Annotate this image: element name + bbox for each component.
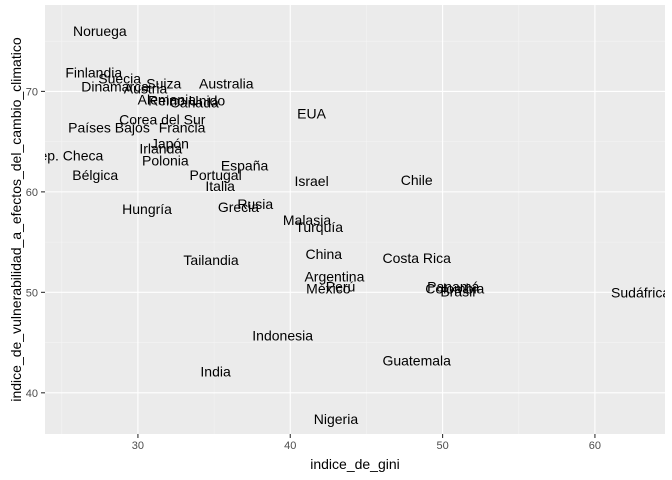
point-label: Dinamarca (81, 78, 149, 94)
point-label: Noruega (73, 23, 127, 39)
x-tick-label: 40 (284, 440, 296, 452)
point-label: Grecia (218, 199, 259, 215)
point-label: Perú (326, 278, 356, 294)
point-label: Francia (159, 120, 206, 136)
point-label: Nigeria (314, 411, 359, 427)
x-tick-label: 50 (436, 440, 448, 452)
y-axis-ticks: 40 50 60 70 (26, 86, 45, 400)
point-label: España (221, 158, 269, 174)
point-label: Panamá (427, 278, 479, 294)
point-label: Argentina (304, 268, 364, 284)
point-label: Turquía (295, 219, 343, 235)
point-label: Costa Rica (382, 250, 451, 266)
x-tick-label: 30 (132, 440, 144, 452)
point-label: Israel (294, 173, 328, 189)
point-label: México (306, 280, 351, 296)
y-tick-label: 40 (26, 388, 38, 400)
point-label: Italia (205, 178, 235, 194)
point-label: Rusia (237, 196, 273, 212)
point-label: Indonesia (252, 328, 313, 344)
y-tick-label: 60 (26, 187, 38, 199)
point-label: Malasia (283, 212, 331, 228)
point-label: Bélgica (72, 167, 118, 183)
point-label: Austria (124, 80, 168, 96)
point-label: Canadá (170, 94, 219, 110)
point-label: Suiza (146, 75, 181, 91)
point-label: Alemania (138, 91, 197, 107)
point-label: China (305, 246, 342, 262)
point-label: Tailandia (183, 252, 238, 268)
x-axis-ticks: 30 40 50 60 (132, 434, 601, 452)
point-label: Australia (199, 75, 254, 91)
point-label: India (200, 364, 231, 380)
point-label: Corea del Sur (119, 112, 206, 128)
point-label: Sudáfrica (611, 284, 670, 300)
major-gridlines (45, 5, 665, 434)
point-label: Finlandia (65, 64, 122, 80)
y-axis-title: indice_de_vulnerabilidad_a_efectos_del_c… (8, 37, 24, 401)
minor-gridlines (45, 5, 665, 434)
point-label: Guatemala (382, 353, 451, 369)
x-tick-label: 60 (589, 440, 601, 452)
point-label: Rep. Checa (29, 148, 103, 164)
y-tick-label: 50 (26, 287, 38, 299)
point-label: Suecia (98, 70, 141, 86)
point-label: Irlanda (139, 141, 182, 157)
point-label: Polonia (142, 153, 189, 169)
point-label: Portugal (190, 167, 242, 183)
point-label: Japón (151, 136, 189, 152)
y-tick-label: 70 (26, 86, 38, 98)
point-label: Chile (401, 172, 433, 188)
point-label: Colombia (425, 280, 484, 296)
point-label: Países Bajos (68, 120, 150, 136)
point-label: EUA (297, 106, 326, 122)
point-label: Reino Unido (148, 92, 225, 108)
point-label: Brasil (440, 283, 475, 299)
panel-background (45, 5, 665, 434)
point-label: Hungría (122, 201, 172, 217)
x-axis-title: indice_de_gini (310, 456, 400, 472)
